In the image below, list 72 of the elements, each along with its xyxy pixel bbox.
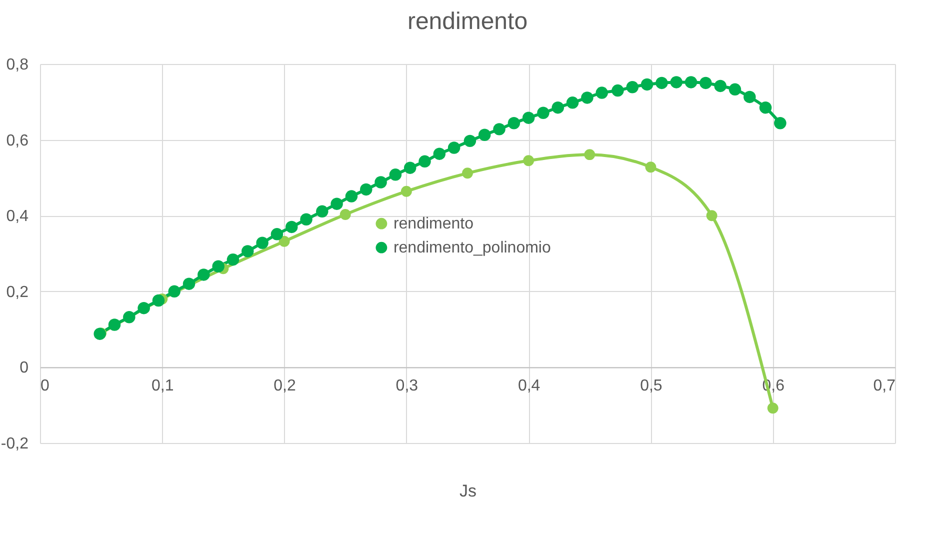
point <box>537 106 550 120</box>
point <box>404 162 416 174</box>
x-tick-label: 0,2 <box>274 378 296 395</box>
point <box>640 78 654 91</box>
point <box>596 86 608 99</box>
point <box>700 76 712 90</box>
y-tick-label: -0,2 <box>0 436 29 452</box>
x-tick-label: 0,3 <box>396 378 418 395</box>
y-tick-label: 0,2 <box>6 284 29 301</box>
point <box>168 285 180 298</box>
point <box>330 198 343 210</box>
point <box>345 190 358 202</box>
point <box>566 96 579 109</box>
point <box>462 168 473 179</box>
point <box>448 142 460 154</box>
point <box>581 92 594 104</box>
point <box>300 213 312 226</box>
x-tick-label: 0 <box>40 378 50 395</box>
point <box>522 112 535 124</box>
point <box>656 76 668 90</box>
chart-title: rendimento <box>407 8 528 35</box>
x-tick-label: 0,7 <box>873 378 896 395</box>
point <box>714 80 726 92</box>
point <box>523 155 534 166</box>
point <box>433 148 446 160</box>
y-tick-label: 0,8 <box>6 56 29 74</box>
point <box>464 134 476 148</box>
x-tick-label: 0,4 <box>518 378 540 395</box>
x-tick-label: 0,1 <box>152 378 174 395</box>
point <box>645 162 656 173</box>
point <box>340 208 351 220</box>
point <box>374 176 387 188</box>
point <box>226 253 240 266</box>
point <box>767 402 778 414</box>
point <box>270 228 284 240</box>
point <box>552 101 564 114</box>
point <box>584 149 596 160</box>
y-tick-label: 0 <box>20 360 29 377</box>
point <box>212 260 224 272</box>
point <box>389 168 402 181</box>
point <box>256 236 268 249</box>
point <box>478 128 491 141</box>
point <box>670 76 682 88</box>
point <box>744 90 756 104</box>
y-tick-label: 0,6 <box>6 132 29 150</box>
point <box>360 183 372 196</box>
legend-label: rendimento_polinomio <box>393 240 551 257</box>
x-axis-title: Js <box>460 482 476 500</box>
point <box>626 81 639 94</box>
point <box>612 84 624 97</box>
y-tick-label: 0,4 <box>6 208 29 226</box>
point <box>152 294 165 307</box>
point <box>138 302 150 314</box>
point <box>316 205 328 218</box>
point <box>242 245 254 258</box>
point <box>706 210 718 222</box>
point <box>123 311 136 324</box>
point <box>418 155 431 168</box>
point <box>278 236 290 247</box>
x-tick-label: 0,5 <box>640 378 662 395</box>
point <box>198 268 210 281</box>
point <box>400 186 412 197</box>
point <box>108 318 121 331</box>
point <box>182 278 196 290</box>
point <box>508 117 520 130</box>
point <box>728 83 742 96</box>
point <box>774 117 786 130</box>
point <box>684 76 698 88</box>
point <box>493 123 506 136</box>
point <box>285 220 298 234</box>
legend-label: rendimento <box>393 216 474 233</box>
point <box>759 101 772 114</box>
